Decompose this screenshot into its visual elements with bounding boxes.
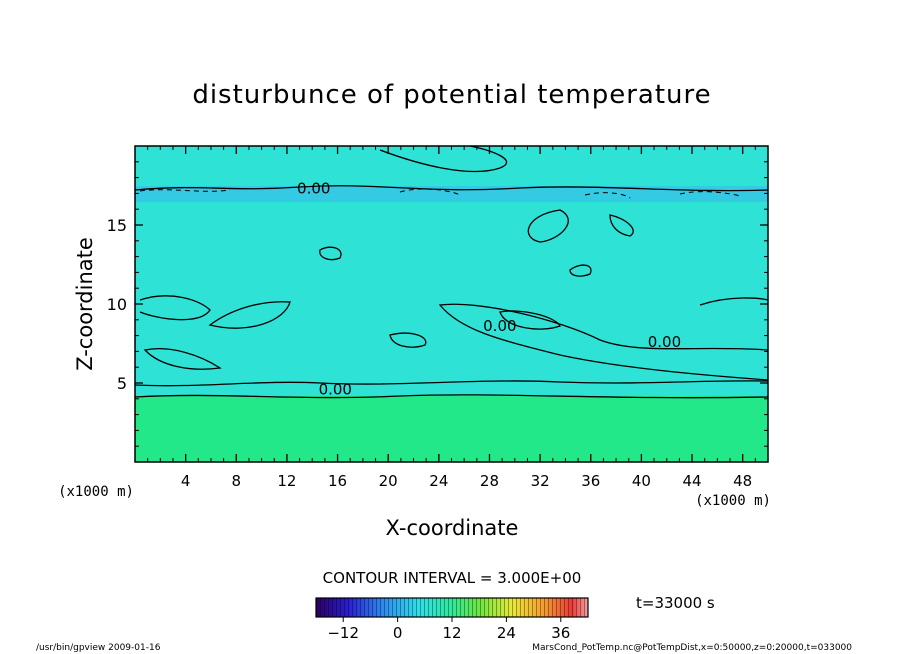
- x-tick-label: 40: [632, 472, 651, 490]
- lower-region: [135, 396, 768, 462]
- colorbar-ticks: −12 0 12 24 36: [327, 617, 570, 642]
- dashed-contours: [139, 188, 741, 199]
- layer-band: [135, 186, 768, 202]
- contour-label: 0.00: [648, 333, 681, 351]
- x-tick-label: 36: [581, 472, 600, 490]
- contour-label: 0.00: [483, 317, 516, 335]
- x-tick-label: 4: [181, 472, 191, 490]
- colorbar-tick-label: 24: [497, 624, 516, 642]
- contour-labels: 0.00 0.00 0.00 0.00: [297, 180, 681, 399]
- x-axis-ticks: 4 8 12 16 20 24 28 32 36 40 44 48: [147, 146, 756, 490]
- x-unit-right: (x1000 m): [695, 493, 771, 509]
- colorbar: −12 0 12 24 36: [315, 597, 589, 642]
- colorbar-tick-label: −12: [327, 624, 359, 642]
- y-axis-label: Z-coordinate: [73, 237, 97, 371]
- y-tick-label: 15: [107, 216, 127, 235]
- contour-interval: CONTOUR INTERVAL = 3.000E+00: [323, 569, 582, 587]
- colorbar-stripes: [316, 598, 588, 617]
- x-tick-label: 32: [531, 472, 550, 490]
- plot-area: [135, 146, 768, 462]
- footer-left: /usr/bin/gpview 2009-01-16: [36, 643, 161, 653]
- y-tick-label: 10: [107, 295, 127, 314]
- x-tick-label: 8: [232, 472, 242, 490]
- colorbar-tick-label: 36: [551, 624, 570, 642]
- x-tick-label: 16: [328, 472, 347, 490]
- x-tick-label: 12: [277, 472, 296, 490]
- upper-region: [135, 146, 768, 396]
- footer-right: MarsCond_PotTemp.nc@PotTempDist,x=0:5000…: [532, 643, 852, 653]
- chart-title: disturbunce of potential temperature: [192, 80, 711, 110]
- x-tick-label: 48: [733, 472, 752, 490]
- contour-label: 0.00: [297, 180, 330, 198]
- time-label: t=33000 s: [636, 594, 715, 612]
- x-tick-label: 44: [682, 472, 701, 490]
- x-unit-left: (x1000 m): [58, 484, 134, 500]
- colorbar-tick-label: 12: [442, 624, 461, 642]
- colorbar-tick-label: 0: [393, 624, 403, 642]
- y-axis-ticks: 5 10 15: [107, 161, 768, 447]
- x-tick-label: 28: [480, 472, 499, 490]
- x-axis-label: X-coordinate: [386, 516, 519, 540]
- y-tick-label: 5: [117, 374, 127, 393]
- x-tick-label: 24: [429, 472, 448, 490]
- contour-label: 0.00: [319, 380, 352, 398]
- x-tick-label: 20: [379, 472, 398, 490]
